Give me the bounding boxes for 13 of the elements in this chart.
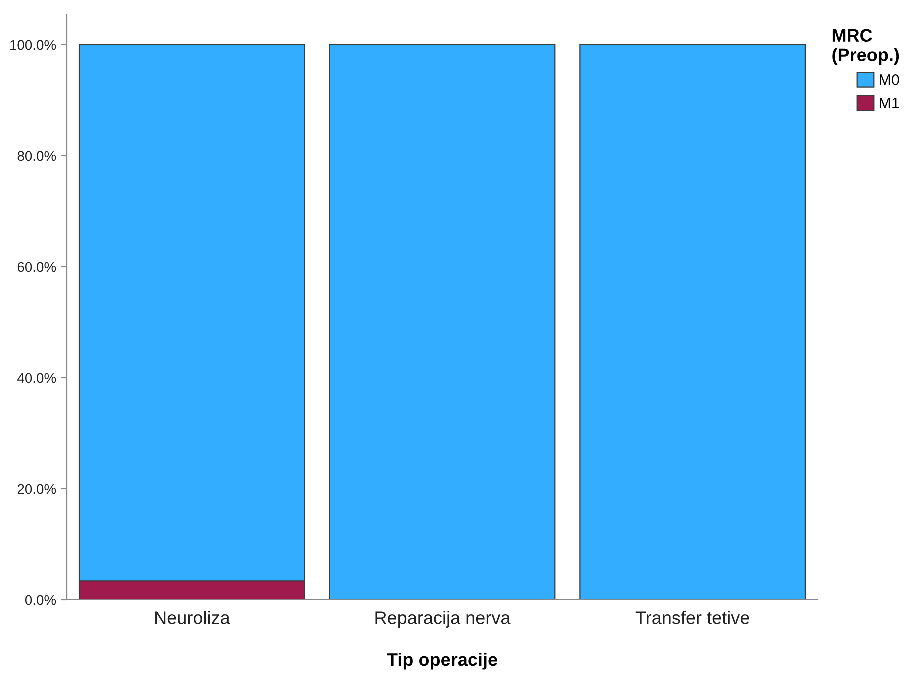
y-tick-label: 20.0% bbox=[18, 484, 56, 494]
y-tick-label: 80.0% bbox=[18, 151, 56, 162]
x-axis-title: Tip operacije bbox=[387, 652, 498, 670]
y-tick-label: 0.0% bbox=[25, 595, 56, 606]
legend-label: M1 bbox=[880, 98, 900, 109]
x-tick-label: Neuroliza bbox=[156, 611, 230, 624]
x-tick-label: Transfer tetive bbox=[636, 611, 750, 624]
legend-label: M0 bbox=[880, 74, 900, 86]
x-tick-label: Reparacija nerva bbox=[376, 611, 511, 628]
y-tick-label: 100.0% bbox=[10, 40, 56, 50]
y-tick-label: 60.0% bbox=[18, 262, 56, 272]
y-tick-label: 40.0% bbox=[18, 373, 56, 384]
legend-title: MRC (Preop.) bbox=[832, 29, 900, 66]
